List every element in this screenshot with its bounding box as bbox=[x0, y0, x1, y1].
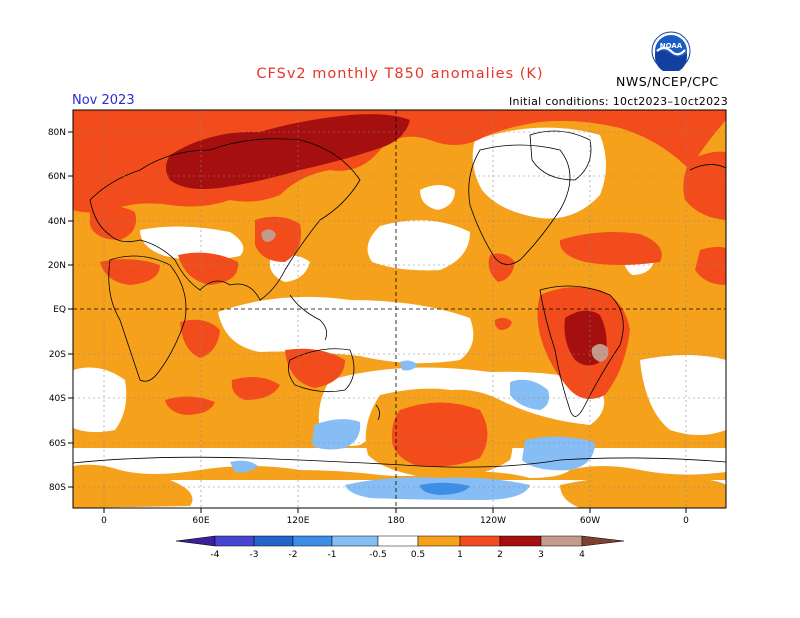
colorbar-segment bbox=[540, 535, 583, 547]
longitude-labels: 0 60E 120E 180 120W 60W 0 bbox=[101, 516, 689, 526]
field-near-zero bbox=[73, 127, 726, 508]
colorbar-label: -0.5 bbox=[369, 550, 387, 560]
lat-label: 20S bbox=[49, 350, 66, 360]
noaa-logo: NOAA bbox=[651, 31, 691, 71]
lat-label: 60S bbox=[49, 439, 66, 449]
lat-label: 40N bbox=[48, 217, 66, 227]
colorbar-label: -3 bbox=[250, 550, 259, 560]
map-title: CFSv2 monthly T850 anomalies (K) bbox=[256, 66, 544, 82]
lon-label: 60W bbox=[580, 516, 600, 526]
colorbar-label: 3 bbox=[538, 550, 544, 560]
colorbar-segment bbox=[499, 535, 542, 547]
lat-label: 20N bbox=[48, 261, 66, 271]
colorbar-label: -2 bbox=[289, 550, 298, 560]
colorbar-label: -1 bbox=[328, 550, 337, 560]
lon-label: 60E bbox=[192, 516, 209, 526]
agency-label: NWS/NCEP/CPC bbox=[616, 74, 719, 89]
graticule bbox=[73, 110, 726, 508]
colorbar-segment bbox=[417, 535, 461, 547]
lon-label: 120W bbox=[480, 516, 506, 526]
colorbar-segment bbox=[214, 535, 255, 547]
colorbar bbox=[175, 535, 625, 547]
lon-label: 120E bbox=[287, 516, 310, 526]
colorbar-label: 4 bbox=[579, 550, 585, 560]
colorbar-segment bbox=[581, 535, 625, 547]
colorbar-label: -4 bbox=[211, 550, 220, 560]
lat-label: EQ bbox=[53, 305, 66, 315]
colorbar-segment bbox=[175, 535, 216, 547]
colorbar-labels: -4 -3 -2 -1 -0.5 0.5 1 2 3 4 bbox=[211, 550, 586, 560]
lon-label: 0 bbox=[101, 516, 107, 526]
colorbar-label: 2 bbox=[497, 550, 503, 560]
latitude-labels: 80N 60N 40N 20N EQ 20S 40S 60S 80S bbox=[48, 128, 66, 493]
colorbar-segment bbox=[253, 535, 294, 547]
colorbar-segment bbox=[331, 535, 379, 547]
forecast-month: Nov 2023 bbox=[72, 93, 135, 108]
lat-label: 80S bbox=[49, 483, 66, 493]
field-neg-0.5-1 bbox=[230, 360, 595, 500]
initial-conditions: Initial conditions: 10ct2023–10ct2023 bbox=[508, 95, 728, 108]
map-fields bbox=[73, 110, 726, 508]
field-3-4 bbox=[261, 229, 609, 362]
colorbar-segment bbox=[459, 535, 501, 547]
lon-label: 0 bbox=[683, 516, 689, 526]
colorbar-label: 0.5 bbox=[411, 550, 425, 560]
lat-label: 60N bbox=[48, 172, 66, 182]
colorbar-segment bbox=[292, 535, 333, 547]
lat-label: 40S bbox=[49, 394, 66, 404]
lat-label: 80N bbox=[48, 128, 66, 138]
field-neg-1-2 bbox=[420, 482, 470, 495]
noaa-logo-text: NOAA bbox=[660, 42, 683, 50]
colorbar-segment bbox=[377, 535, 419, 547]
colorbar-label: 1 bbox=[457, 550, 463, 560]
lon-label: 180 bbox=[387, 516, 404, 526]
coastlines bbox=[73, 130, 726, 468]
